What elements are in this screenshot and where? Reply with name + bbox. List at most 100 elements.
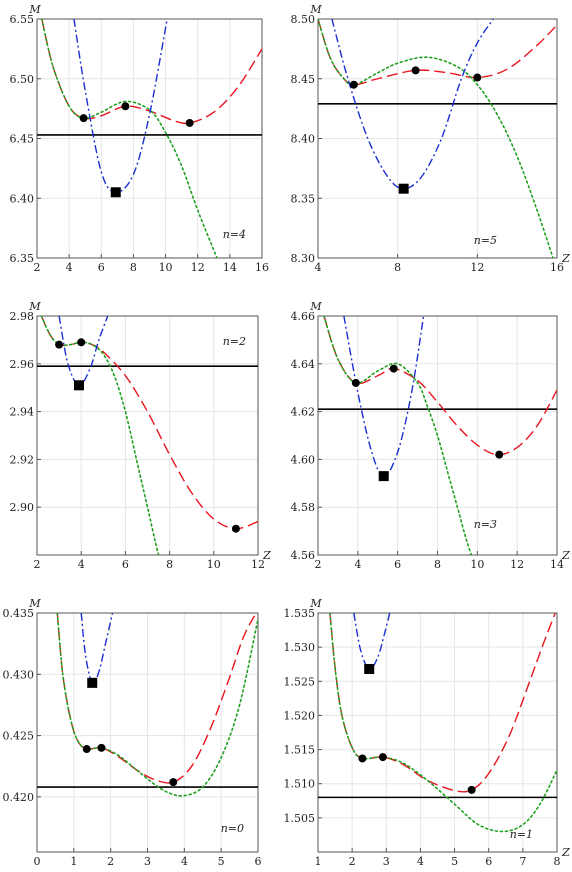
x-tick-label: 12: [251, 558, 265, 571]
y-tick-label: 8.35: [291, 192, 316, 205]
y-tick-label: 1.505: [284, 812, 316, 825]
x-tick-label: 8: [434, 558, 441, 571]
circle-marker: [121, 102, 130, 111]
circle-marker: [495, 450, 504, 459]
square-marker: [398, 183, 409, 194]
square-marker: [73, 380, 84, 391]
circle-marker: [77, 338, 86, 347]
circle-marker: [467, 785, 476, 794]
curve-green-dotted: [40, 316, 160, 555]
curve-green-dotted: [323, 316, 473, 555]
x-tick-label: 2: [34, 558, 41, 571]
x-tick-label: 6: [394, 558, 401, 571]
y-tick-label: 8.30: [291, 252, 316, 265]
x-tick-label: 4: [181, 855, 188, 868]
circle-marker: [378, 753, 387, 762]
y-tick-label: 4.56: [291, 549, 316, 562]
x-tick-label: 6: [122, 558, 129, 571]
x-tick-label: 14: [223, 261, 237, 274]
curve-green-dotted: [41, 19, 218, 258]
x-tick-label: 2: [349, 855, 356, 868]
y-tick-label: 1.535: [284, 607, 316, 620]
x-tick-label: 4: [78, 558, 85, 571]
x-tick-label: 8: [130, 261, 137, 274]
x-tick-label: 4: [354, 558, 361, 571]
x-tick-label: 12: [470, 261, 484, 274]
x-tick-label: 1: [315, 855, 322, 868]
x-tick-label: 8: [554, 855, 561, 868]
panel-n3: 2 4 6 8 10 12 14 4.56 4.58 4.60 4.62 4.64 4.66M Zn=3: [291, 300, 571, 571]
x-tick-label: 16: [550, 261, 564, 274]
x-tick-label: 5: [451, 855, 458, 868]
x-tick-label: 16: [255, 261, 269, 274]
circle-marker: [185, 118, 194, 127]
y-tick-label: 4.64: [291, 358, 316, 371]
panel-n-label: n=1: [510, 828, 533, 841]
y-tick-label: 4.66: [291, 310, 316, 323]
y-tick-label: 4.62: [291, 406, 316, 419]
curve-blue-dashdot: [353, 613, 391, 670]
panel-n1: 1 2 3 4 5 6 7 8 1.505 1.510 1.515 1.520 1.525 1.530 1.…: [284, 597, 571, 868]
y-tick-label: 6.35: [10, 252, 35, 265]
x-tick-label: 3: [383, 855, 390, 868]
x-axis-label: Z: [262, 549, 271, 562]
x-tick-label: 2: [315, 558, 322, 571]
y-tick-label: 1.515: [284, 744, 316, 757]
x-axis-label: Z: [561, 549, 570, 562]
y-tick-label: 2.90: [10, 501, 35, 514]
circle-marker: [79, 114, 88, 123]
y-tick-label: 1.510: [284, 778, 316, 791]
square-marker: [87, 677, 98, 688]
x-axis-label: Z: [561, 252, 570, 265]
plot-frame: [36, 315, 259, 556]
x-axis-label: Z: [561, 846, 570, 859]
circle-marker: [473, 73, 482, 82]
curve-blue-dashdot: [343, 316, 425, 477]
panel-n2: 2 4 6 8 10 12 2.90 2.92 2.94 2.96 2.98M Zn=2: [10, 300, 272, 571]
plot-frame: [317, 612, 558, 853]
y-tick-label: 1.520: [284, 709, 316, 722]
y-tick-label: 0.430: [3, 668, 35, 681]
curve-green-dotted: [56, 613, 258, 797]
circle-marker: [358, 754, 367, 763]
y-axis-label: M: [28, 597, 41, 610]
y-tick-label: 4.60: [291, 453, 316, 466]
circle-marker: [351, 378, 360, 387]
circle-marker: [55, 340, 64, 349]
y-tick-label: 6.50: [10, 73, 35, 86]
y-tick-label: 2.96: [10, 358, 35, 371]
y-tick-label: 6.55: [10, 13, 35, 26]
y-axis-label: M: [309, 597, 322, 610]
panel-n-label: n=0: [221, 822, 244, 835]
x-tick-label: 5: [218, 855, 225, 868]
x-tick-label: 3: [144, 855, 151, 868]
curve-red-dashed: [323, 316, 557, 456]
circle-marker: [169, 778, 178, 787]
x-tick-label: 2: [34, 261, 41, 274]
panel-n-label: n=5: [474, 234, 497, 247]
panel-n-label: n=4: [223, 228, 246, 241]
y-tick-label: 6.45: [10, 133, 35, 146]
x-tick-label: 2: [107, 855, 114, 868]
y-tick-label: 0.420: [3, 791, 35, 804]
x-tick-label: 6: [98, 261, 105, 274]
x-tick-label: 0: [34, 855, 41, 868]
y-axis-label: M: [28, 300, 41, 313]
panel-n-label: n=3: [474, 518, 497, 531]
y-tick-label: 4.58: [291, 501, 316, 514]
curve-red-dashed: [329, 613, 556, 793]
x-tick-label: 1: [70, 855, 77, 868]
x-tick-label: 4: [417, 855, 424, 868]
x-tick-label: 12: [510, 558, 524, 571]
y-axis-label: M: [309, 3, 322, 16]
x-tick-label: 10: [207, 558, 221, 571]
x-tick-label: 8: [394, 261, 401, 274]
y-tick-label: 2.94: [10, 406, 35, 419]
curve-blue-dashdot: [331, 19, 494, 190]
y-tick-label: 0.435: [3, 607, 35, 620]
curve-green-dotted: [318, 19, 554, 258]
circle-marker: [411, 66, 420, 75]
